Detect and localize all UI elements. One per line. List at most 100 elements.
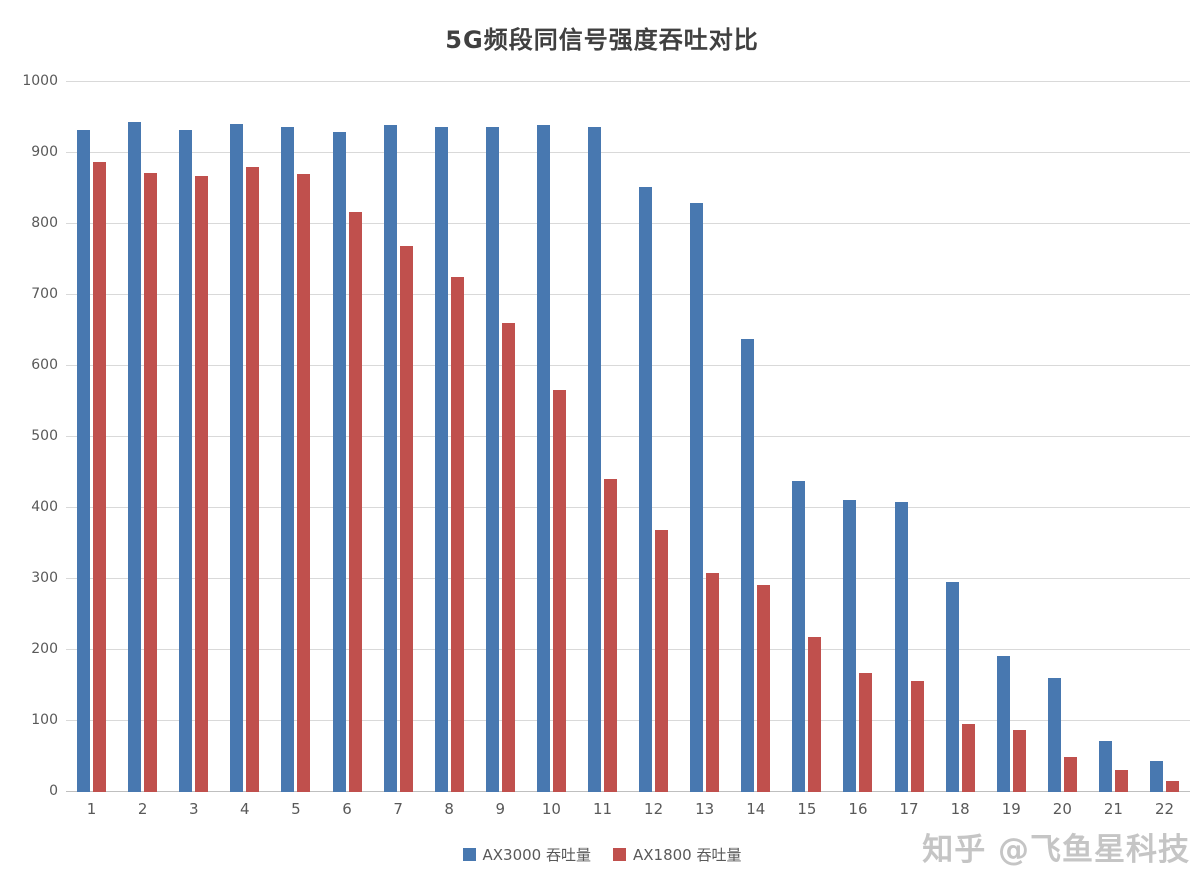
gridline xyxy=(66,507,1190,508)
legend-label: AX1800 吞吐量 xyxy=(633,846,742,864)
bar-ax3000 xyxy=(281,126,295,792)
legend-label: AX3000 吞吐量 xyxy=(482,846,591,864)
bar-ax1800 xyxy=(859,673,873,792)
bar-ax1800 xyxy=(706,573,720,792)
gridline xyxy=(66,649,1190,650)
bar-group-2: 2 xyxy=(117,82,168,818)
x-tick-label: 6 xyxy=(342,800,352,818)
bar-groups: 1 2 3 4 5 6 7 8 9 10 11 12 13 14 15 16 17 18 19 20 21 22 xyxy=(66,82,1190,818)
bar-group-19: 19 xyxy=(986,82,1037,818)
bar-ax3000 xyxy=(536,124,550,792)
bar-ax1800 xyxy=(603,478,617,792)
bar-ax3000 xyxy=(792,481,806,792)
y-tick-label: 1000 xyxy=(22,73,58,89)
bar-ax1800 xyxy=(93,161,107,792)
bar-group-15: 15 xyxy=(781,82,832,818)
legend-item-ax1800: AX1800 吞吐量 xyxy=(613,844,741,865)
bar-group-1: 1 xyxy=(66,82,117,818)
bar-ax3000 xyxy=(434,127,448,792)
bar-ax1800 xyxy=(399,246,413,792)
bar-group-12: 12 xyxy=(628,82,679,818)
x-tick-label: 5 xyxy=(291,800,301,818)
bar-group-6: 6 xyxy=(321,82,372,818)
bar-group-13: 13 xyxy=(679,82,730,818)
bar-ax1800 xyxy=(1063,756,1077,792)
plot-area: 1 2 3 4 5 6 7 8 9 10 11 12 13 14 15 16 17 18 19 20 21 22 xyxy=(66,81,1190,818)
x-tick-label: 3 xyxy=(188,800,199,818)
bar-ax3000 xyxy=(690,202,704,792)
bar-ax1800 xyxy=(808,636,822,792)
x-tick-label: 15 xyxy=(797,800,817,818)
x-tick-label: 12 xyxy=(644,800,664,818)
bar-group-7: 7 xyxy=(373,82,424,818)
bar-ax3000 xyxy=(485,126,499,792)
bar-group-3: 3 xyxy=(168,82,219,818)
x-tick-label: 18 xyxy=(950,800,970,818)
bar-ax3000 xyxy=(894,501,908,792)
x-tick-label: 21 xyxy=(1103,800,1123,818)
bar-ax3000 xyxy=(128,122,142,792)
bar-ax1800 xyxy=(297,174,311,792)
legend-item-ax3000: AX3000 吞吐量 xyxy=(462,844,591,865)
bar-ax1800 xyxy=(1012,729,1026,792)
y-tick-label: 0 xyxy=(49,783,58,799)
gridline xyxy=(66,294,1190,295)
bar-group-8: 8 xyxy=(424,82,475,818)
x-tick-label: 4 xyxy=(240,800,250,818)
bar-ax1800 xyxy=(144,172,158,792)
bar-ax1800 xyxy=(195,175,209,792)
bar-ax1800 xyxy=(501,323,515,792)
y-tick-label: 500 xyxy=(31,428,58,444)
bar-group-22: 22 xyxy=(1139,82,1190,818)
bar-ax3000 xyxy=(843,500,857,792)
bar-ax3000 xyxy=(741,339,755,792)
bar-ax1800 xyxy=(1114,770,1128,792)
x-tick-label: 8 xyxy=(444,800,454,818)
y-tick-label: 400 xyxy=(31,499,58,515)
gridline xyxy=(66,365,1190,366)
bar-ax3000 xyxy=(587,127,601,792)
bar-ax1800 xyxy=(246,166,260,792)
x-tick-label: 13 xyxy=(695,800,715,818)
bar-group-5: 5 xyxy=(270,82,321,818)
watermark: 知乎 @飞鱼星科技 xyxy=(922,832,1190,868)
bar-group-4: 4 xyxy=(219,82,270,818)
bar-ax3000 xyxy=(945,581,959,792)
x-tick-label: 22 xyxy=(1154,800,1175,818)
gridline xyxy=(66,578,1190,579)
bar-ax1800 xyxy=(552,390,566,792)
bar-group-20: 20 xyxy=(1037,82,1088,818)
bar-ax3000 xyxy=(1098,740,1112,792)
bar-group-17: 17 xyxy=(884,82,935,818)
y-tick-label: 300 xyxy=(31,570,58,586)
legend-swatch xyxy=(462,848,476,861)
x-tick-label: 14 xyxy=(746,800,766,818)
x-tick-label: 7 xyxy=(393,800,403,818)
bar-group-9: 9 xyxy=(475,82,526,818)
x-tick-label: 19 xyxy=(1001,800,1021,818)
bar-group-21: 21 xyxy=(1088,82,1139,818)
gridline xyxy=(66,81,1190,82)
bar-ax1800 xyxy=(910,681,924,792)
bar-group-16: 16 xyxy=(832,82,883,818)
bar-ax1800 xyxy=(655,530,669,792)
x-tick-label: 16 xyxy=(848,800,868,818)
gridline xyxy=(66,223,1190,224)
y-tick-label: 800 xyxy=(31,215,58,231)
x-axis-line xyxy=(66,791,1190,792)
gridline xyxy=(66,436,1190,437)
y-tick-label: 700 xyxy=(31,286,58,302)
gridline xyxy=(66,720,1190,721)
x-tick-label: 11 xyxy=(592,800,613,818)
bar-ax1800 xyxy=(348,211,362,792)
bar-ax1800 xyxy=(450,277,464,792)
bar-ax3000 xyxy=(179,129,193,792)
bar-ax3000 xyxy=(77,129,91,792)
bar-ax3000 xyxy=(332,131,346,792)
bar-ax1800 xyxy=(757,585,771,792)
bar-ax3000 xyxy=(230,123,244,792)
gridline xyxy=(66,152,1190,153)
bar-ax1800 xyxy=(1166,780,1180,792)
legend: AX3000 吞吐量 AX1800 吞吐量 xyxy=(0,844,1204,865)
legend-swatch xyxy=(613,848,626,861)
